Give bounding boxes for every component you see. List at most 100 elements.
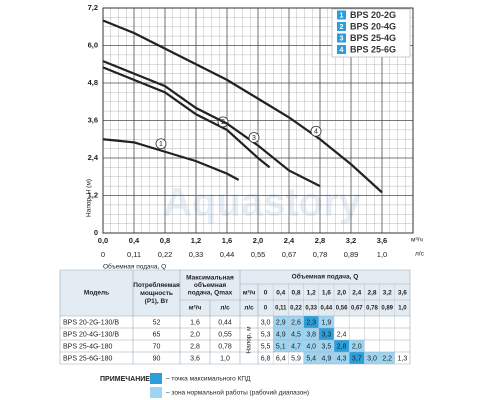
cell-qmax-ls: 0,44 [218, 319, 232, 326]
header-qmax-ls: л/с [220, 305, 230, 312]
legend-swatch [337, 10, 346, 20]
header-q-ls: 0,89 [381, 306, 393, 312]
cell-highlight [334, 340, 350, 352]
cell-highlight [364, 352, 380, 364]
cell-head: 5,3 [261, 331, 271, 338]
x-tick-label: 2,0 [253, 236, 263, 245]
cell-model: BPS 20-2G-130/B [63, 319, 119, 326]
x-tick-label: 3,2 [346, 236, 356, 245]
legend-number: 4 [340, 47, 344, 54]
cell-highlight [334, 352, 350, 364]
cell-highlight [349, 352, 365, 364]
cell-highlight [303, 316, 319, 328]
cell-highlight [318, 340, 334, 352]
x2-tick-label: 0,67 [282, 250, 297, 259]
header-q-m3h: 1,6 [322, 290, 331, 297]
legend-swatch [337, 33, 346, 43]
cell-head: 5,4 [306, 355, 316, 362]
cell-qmax-m3h: 1,6 [190, 319, 200, 326]
header-q-ls: 0,11 [275, 306, 287, 312]
header-q-m3h: 2,0 [337, 290, 346, 297]
x2-tick-label: 0,44 [220, 250, 235, 259]
legend-number: 2 [340, 24, 344, 31]
x2-tick-label: 0,11 [127, 250, 141, 259]
cell-highlight [303, 340, 319, 352]
header-q-m3h: 2,8 [367, 290, 376, 297]
cell-head: 3,5 [322, 343, 332, 350]
cell-qmax-ls: 0,55 [218, 331, 232, 338]
y-axis-label: Напор, Н (м) [86, 179, 93, 217]
cell-qmax-m3h: 3,6 [190, 355, 200, 362]
cell-highlight [288, 328, 304, 340]
cell-head: 4,5 [291, 331, 301, 338]
cell-head: 3,3 [322, 331, 332, 338]
cell-qmax-ls: 0,78 [218, 343, 232, 350]
x-tick-label: 0,8 [160, 236, 170, 245]
legend-label: BPS 20-4G [350, 21, 396, 31]
cell-head: 2,8 [337, 343, 347, 350]
header-flow: Объемная подача, Q [292, 273, 359, 281]
watermark: Aquastory [163, 181, 362, 225]
cell-head: 2,0 [352, 343, 362, 350]
cell-head: 4,7 [291, 343, 301, 350]
y-tick-label: 0 [94, 228, 98, 237]
cell-head: 3,7 [352, 355, 362, 362]
legend-swatch [337, 45, 346, 54]
header-q-ls: 0 [264, 306, 268, 312]
cell-head: 3,8 [306, 331, 316, 338]
plot-frame [102, 7, 414, 234]
cell-model: BPS 25-4G-180 [63, 343, 113, 350]
x2-tick-label: 1,0 [377, 250, 387, 259]
x2-tick-label: 0,33 [189, 250, 204, 259]
note-swatch [150, 373, 162, 384]
curve [102, 60, 321, 188]
x2-tick-label: 0 [101, 250, 105, 259]
header-qmax: Максимальная объемная подача, Qmax [186, 274, 234, 296]
cell-head: 2,9 [276, 319, 286, 326]
cell-highlight [379, 352, 395, 364]
cell-head: 4,9 [276, 331, 286, 338]
cell-head: 6,8 [261, 355, 271, 362]
header-q-m3h: 3,6 [398, 290, 407, 297]
header-q-m3h: 3,2 [383, 290, 392, 297]
cell-head: 2,6 [291, 319, 301, 326]
header-q-ls: 0,22 [290, 306, 302, 312]
header-q-m3h: 0,4 [276, 290, 285, 297]
note-swatch [150, 387, 162, 398]
cell-head: 5,1 [276, 343, 286, 350]
header-q-ls: 1,0 [398, 306, 407, 312]
cell-head: 5,5 [261, 343, 271, 350]
cell-head: 2,4 [337, 331, 347, 338]
x2-unit: л/с [415, 251, 425, 258]
header-q-m3h: 0 [264, 290, 268, 297]
x2-tick-label: 0,78 [313, 250, 328, 259]
legend-number: 3 [340, 35, 344, 42]
cell-model: BPS 25-6G-180 [63, 355, 113, 362]
note-text: – точка максимального КПД [166, 376, 251, 383]
curve [102, 66, 271, 169]
curve-label-circle [248, 132, 260, 143]
x-axis-label: Объемная подача, Q [103, 263, 166, 271]
cell-highlight [273, 316, 289, 328]
cell-head: 4,3 [337, 355, 347, 362]
curve [102, 138, 240, 181]
x-tick-label: 2,8 [315, 236, 325, 245]
y-tick-label: 3,6 [88, 115, 98, 124]
cell-highlight [273, 340, 289, 352]
curve-label: 1 [159, 141, 163, 148]
cell-highlight [318, 352, 334, 364]
y-tick-label: 2,4 [88, 153, 99, 162]
header-unit-ls: л/с [244, 305, 254, 312]
legend-label: BPS 25-6G [350, 44, 396, 54]
header-q-m3h: 0,8 [291, 290, 300, 297]
cell-power: 52 [153, 319, 161, 326]
cell-highlight [318, 328, 334, 340]
curve-label-circle [155, 138, 167, 150]
y-tick-label: 4,8 [88, 78, 98, 87]
cell-qmax-m3h: 2,0 [190, 331, 200, 338]
cell-qmax-ls: 1,0 [220, 355, 230, 362]
curve-label: 3 [252, 135, 256, 142]
cell-highlight [303, 352, 319, 364]
cell-power: 90 [153, 355, 161, 362]
